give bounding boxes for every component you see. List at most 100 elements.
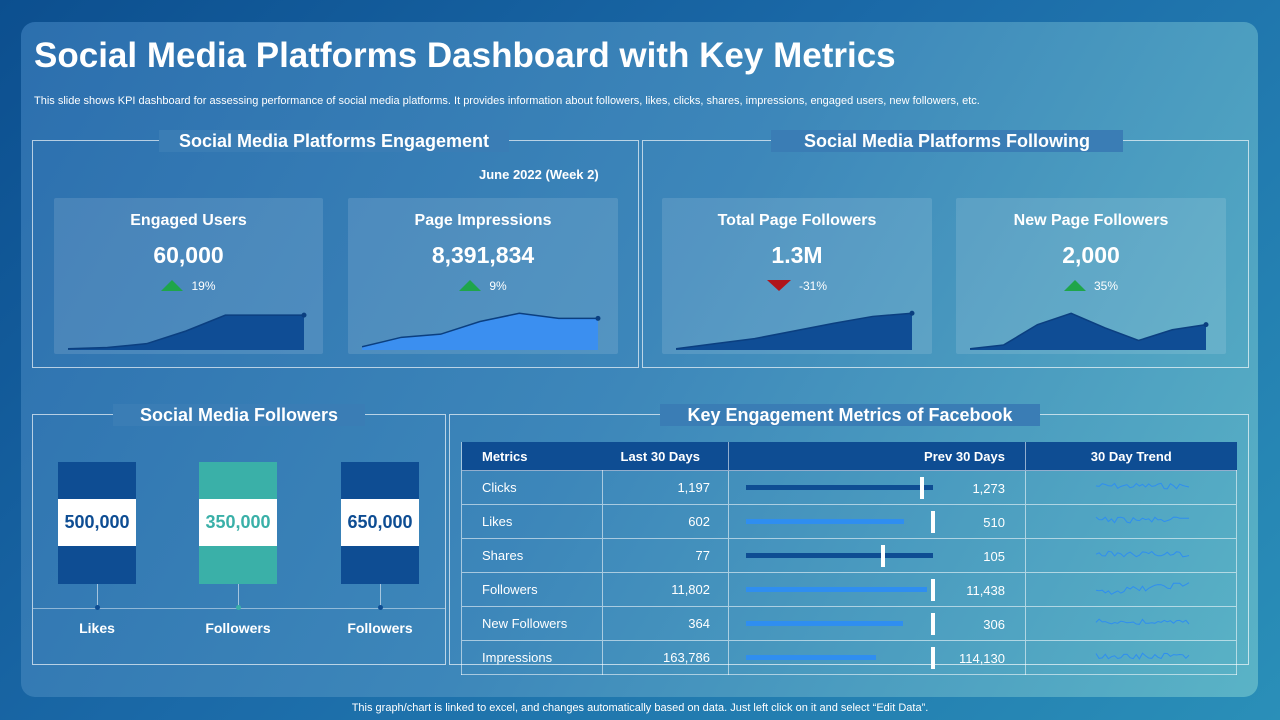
bar-value: 650,000 (341, 499, 419, 546)
bar-stem (380, 584, 381, 608)
table-header-row: Metrics Last 30 Days Prev 30 Days 30 Day… (461, 442, 1237, 471)
kpi-value: 60,000 (153, 242, 224, 268)
engagement-section-title: Social Media Platforms Engagement (159, 130, 509, 152)
kpi-change: 9% (348, 279, 618, 293)
comparison-marker (931, 646, 935, 669)
prev30-value: 1,273 (972, 480, 1005, 496)
prev30-value: 114,130 (958, 650, 1005, 666)
comparison-cell: 1,273 (728, 470, 1026, 505)
facebook-metrics-table: Metrics Last 30 Days Prev 30 Days 30 Day… (461, 442, 1237, 675)
bar-stem (238, 584, 239, 608)
trend-cell (1025, 606, 1237, 641)
kpi-card-total-page-followers[interactable]: Total Page Followers 1.3M -31% (662, 198, 932, 354)
table-row[interactable]: Clicks 1,197 1,273 (461, 470, 1237, 505)
trend-sparkline (1095, 582, 1190, 595)
trend-down-icon (766, 280, 791, 291)
prev30-value: 11,438 (966, 582, 1005, 598)
kpi-change: 35% (956, 279, 1226, 293)
header-trend: 30 Day Trend (1025, 442, 1237, 471)
comparison-cell: 105 (728, 538, 1026, 573)
comparison-marker (931, 612, 935, 635)
bar-label: Likes (79, 620, 115, 636)
sparkline-line (970, 312, 1207, 350)
sparkline (68, 312, 307, 350)
trend-line (1095, 652, 1190, 660)
header-prev30: Prev 30 Days (728, 442, 1026, 471)
metric-name: Likes (461, 504, 603, 539)
bar[interactable]: 500,000 (58, 462, 136, 584)
kpi-change: -31% (662, 279, 932, 293)
following-section: Social Media Platforms Following (642, 130, 1249, 368)
table-row[interactable]: Likes 602 510 (461, 504, 1237, 539)
sparkline-endpoint (1203, 322, 1209, 328)
table-row[interactable]: Impressions 163,786 114,130 (461, 640, 1237, 675)
kpi-card-new-page-followers[interactable]: New Page Followers 2,000 35% (956, 198, 1226, 354)
kpi-value: 2,000 (1062, 242, 1120, 268)
sparkline-endpoint (909, 310, 915, 316)
bar-label: Followers (205, 620, 271, 636)
comparison-bar (746, 654, 877, 660)
prev30-value: 306 (983, 616, 1005, 632)
bar-dot (378, 605, 383, 610)
metric-name: Shares (461, 538, 603, 573)
trend-line (1095, 618, 1190, 625)
sparkline-area (362, 313, 598, 350)
metric-name: New Followers (461, 606, 603, 641)
table-row[interactable]: Shares 77 105 (461, 538, 1237, 573)
table-row[interactable]: Followers 11,802 11,438 (461, 572, 1237, 607)
kpi-value: 8,391,834 (431, 242, 535, 268)
bar-stem (97, 584, 98, 608)
comparison-bar (746, 484, 933, 490)
comparison-marker (931, 578, 935, 601)
kpi-card-page-impressions[interactable]: Page Impressions 8,391,834 9% (348, 198, 618, 354)
bar-value: 350,000 (199, 499, 277, 546)
table-row[interactable]: New Followers 364 306 (461, 606, 1237, 641)
comparison-marker (931, 510, 935, 533)
trend-line (1095, 582, 1190, 595)
trend-cell (1025, 504, 1237, 539)
metric-name: Clicks (461, 470, 603, 505)
sparkline-area (970, 313, 1206, 350)
trend-cell (1025, 538, 1237, 573)
comparison-cell: 114,130 (728, 640, 1026, 675)
prev30-value: 105 (983, 548, 1005, 564)
following-section-title: Social Media Platforms Following (771, 130, 1123, 152)
kpi-change: 19% (54, 279, 323, 293)
trend-up-icon (1063, 280, 1086, 291)
trend-cell (1025, 470, 1237, 505)
metric-name: Impressions (461, 640, 603, 675)
sparkline (970, 312, 1209, 350)
trend-line (1095, 550, 1190, 558)
kpi-label: Engaged Users (130, 212, 247, 229)
last30-value: 163,786 (602, 640, 729, 675)
last30-value: 11,802 (602, 572, 729, 607)
sparkline (362, 312, 601, 350)
sparkline-line (68, 314, 304, 350)
bar[interactable]: 650,000 (341, 462, 419, 584)
kpi-card-engaged-users[interactable]: Engaged Users 60,000 19% (54, 198, 323, 354)
sparkline-endpoint (301, 312, 307, 318)
trend-line (1095, 482, 1190, 490)
comparison-bar (746, 620, 904, 626)
prev30-value: 510 (983, 514, 1005, 530)
kpi-value: 1.3M (771, 242, 823, 268)
kpi-label: New Page Followers (1013, 212, 1169, 229)
kpi-label: Total Page Followers (717, 212, 877, 229)
bar[interactable]: 350,000 (199, 462, 277, 584)
sparkline (676, 310, 915, 350)
header-metrics: Metrics (461, 442, 603, 471)
page-title: Social Media Platforms Dashboard with Ke… (34, 36, 896, 75)
sparkline-line (362, 312, 598, 348)
bar-label: Followers (347, 620, 413, 636)
comparison-bar (746, 586, 928, 592)
trend-line (1095, 516, 1189, 524)
comparison-marker (919, 476, 924, 499)
comparison-cell: 11,438 (728, 572, 1026, 607)
comparison-cell: 306 (728, 606, 1026, 641)
trend-sparkline (1095, 516, 1189, 524)
date-label: June 2022 (Week 2) (479, 167, 599, 182)
footer-note: This graph/chart is linked to excel, and… (351, 702, 929, 714)
sparkline-line (676, 312, 913, 350)
last30-value: 1,197 (602, 470, 729, 505)
trend-cell (1025, 640, 1237, 675)
